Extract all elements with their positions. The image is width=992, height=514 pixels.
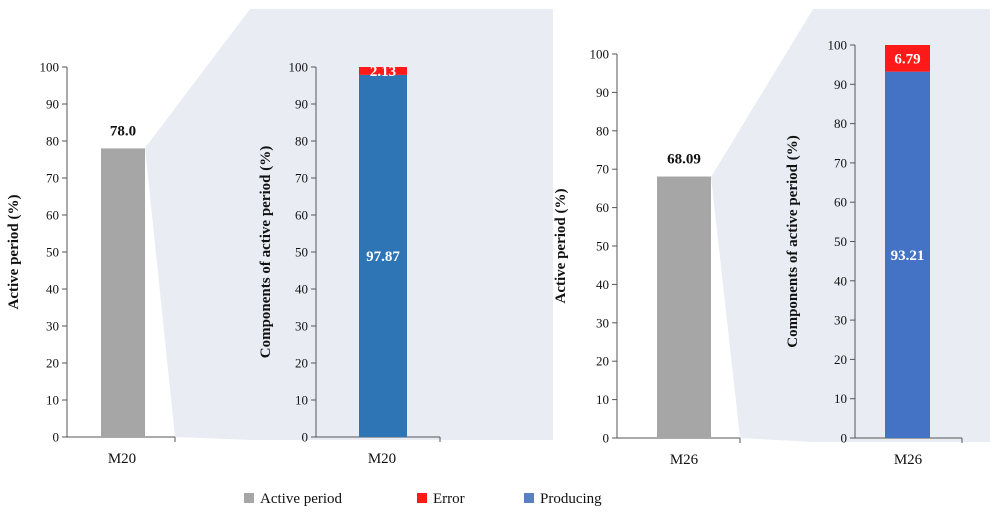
- y-tick-label: 0: [603, 431, 610, 446]
- data-label-error: 2.13: [370, 64, 396, 80]
- y-tick-label: 30: [834, 313, 847, 328]
- y-axis-title: Active period (%): [6, 195, 22, 310]
- y-tick-label: 20: [295, 356, 308, 371]
- y-axis-title: Active period (%): [553, 189, 569, 304]
- legend-label-active-period: Active period: [260, 491, 343, 507]
- y-tick-label: 80: [596, 123, 609, 138]
- y-tick-label: 10: [834, 391, 847, 406]
- data-label-active-period: 68.09: [667, 152, 701, 168]
- x-category-label: M20: [108, 451, 136, 467]
- bar-active-period: [101, 148, 145, 437]
- y-tick-label: 0: [841, 431, 848, 446]
- x-category-label: M20: [368, 451, 396, 467]
- data-label-active-period: 78.0: [110, 123, 136, 139]
- y-tick-label: 80: [46, 134, 59, 149]
- y-tick-label: 40: [834, 273, 847, 288]
- y-tick-label: 0: [302, 430, 309, 445]
- bar-active-period: [657, 176, 711, 438]
- y-tick-label: 10: [46, 393, 59, 408]
- y-tick-label: 60: [46, 208, 59, 223]
- y-tick-label: 80: [834, 116, 847, 131]
- y-tick-label: 60: [295, 208, 308, 223]
- y-tick-label: 50: [46, 245, 59, 260]
- y-tick-label: 30: [596, 315, 609, 330]
- y-tick-label: 100: [289, 60, 309, 75]
- y-tick-label: 20: [834, 352, 847, 367]
- legend-swatch-error: [417, 493, 427, 503]
- y-tick-label: 50: [834, 234, 847, 249]
- bar-segment-producing: [359, 74, 407, 438]
- y-axis-title: Components of active period (%): [258, 146, 274, 358]
- legend-label-producing: Producing: [540, 491, 602, 507]
- y-tick-label: 60: [596, 200, 609, 215]
- chart-3: 0 10 20 30 40 50 60 70 80 90 100 Active period (%) M…: [553, 47, 741, 468]
- data-label-producing: 97.87: [366, 249, 400, 265]
- legend-swatch-producing: [524, 493, 534, 503]
- y-tick-label: 90: [46, 97, 59, 112]
- data-label-producing: 93.21: [891, 248, 925, 264]
- y-tick-label: 40: [596, 277, 609, 292]
- zoom-connector-1: [145, 9, 250, 440]
- legend-label-error: Error: [433, 491, 465, 507]
- y-tick-label: 90: [834, 77, 847, 92]
- y-tick-label: 80: [295, 134, 308, 149]
- y-tick-label: 20: [46, 356, 59, 371]
- y-axis-title: Components of active period (%): [785, 135, 801, 347]
- y-tick-label: 100: [590, 47, 610, 62]
- y-tick-label: 10: [295, 393, 308, 408]
- y-tick-label: 70: [46, 171, 59, 186]
- y-tick-label: 30: [295, 319, 308, 334]
- y-tick-label: 0: [53, 430, 60, 445]
- chart-2: 0 10 20 30 40 50 60 70 80 90 100 Components of acti…: [258, 60, 441, 467]
- y-tick-label: 40: [46, 282, 59, 297]
- x-category-label: M26: [670, 452, 699, 468]
- legend: Active period Error Producing: [244, 491, 602, 507]
- y-tick-label: 90: [596, 85, 609, 100]
- chart-4: 0 10 20 30 40 50 60 70 80 90 100 Components of acti…: [785, 38, 963, 468]
- y-tick-label: 30: [46, 319, 59, 334]
- data-label-error: 6.79: [894, 51, 920, 67]
- legend-swatch-active-period: [244, 493, 254, 503]
- y-tick-label: 70: [295, 171, 308, 186]
- bar-segment-error: [885, 45, 930, 72]
- y-tick-label: 60: [834, 195, 847, 210]
- y-tick-label: 10: [596, 392, 609, 407]
- y-tick-label: 20: [596, 354, 609, 369]
- y-tick-label: 100: [40, 60, 60, 75]
- y-tick-label: 70: [834, 155, 847, 170]
- bar-segment-producing: [885, 71, 930, 439]
- y-tick-label: 70: [596, 162, 609, 177]
- chart-1: 0 10 20 30 40 50 60 70 80 90 100 Active period (%) M…: [6, 60, 176, 467]
- y-tick-label: 100: [828, 38, 848, 53]
- y-tick-label: 50: [295, 245, 308, 260]
- zoom-connector-2: [711, 9, 813, 442]
- bar-segment-error: [359, 67, 407, 75]
- y-tick-label: 40: [295, 282, 308, 297]
- y-tick-label: 90: [295, 97, 308, 112]
- x-category-label: M26: [894, 452, 923, 468]
- y-tick-label: 50: [596, 239, 609, 254]
